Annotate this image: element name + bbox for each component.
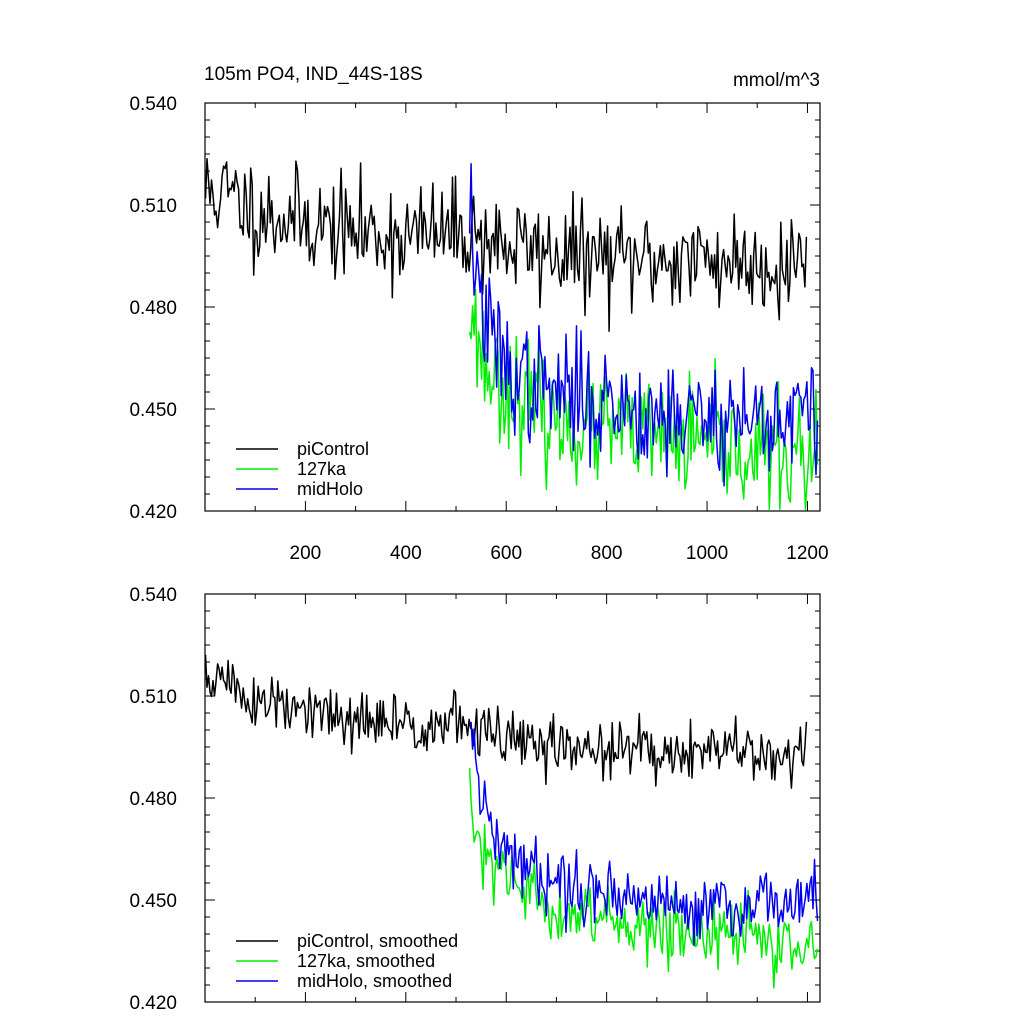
plot-frame [204, 593, 821, 1003]
x-tick-label: 1200 [786, 543, 828, 564]
x-tick-label: 400 [390, 543, 422, 564]
y-tick-label: 0.510 [129, 196, 177, 217]
x-tick-label: 800 [591, 543, 623, 564]
series-layer [204, 157, 819, 511]
series-layer [204, 654, 819, 989]
plot-frame [204, 102, 821, 512]
y-tick-label: 0.510 [129, 687, 177, 708]
series-line-127ka [468, 288, 819, 511]
y-tick-label: 0.480 [129, 789, 177, 810]
units-label: mmol/m^3 [733, 70, 820, 91]
series-line-midholo [468, 162, 819, 487]
legend-label: 127ka [297, 459, 347, 479]
legend-label: 127ka, smoothed [297, 951, 435, 971]
legend-label: piControl [297, 439, 369, 459]
x-tick-label: 600 [490, 543, 522, 564]
series-line-picontrol [204, 654, 808, 789]
y-tick-label: 0.450 [129, 400, 177, 421]
x-tick-labels: 200 400 600 800 1000 1200 [290, 543, 829, 564]
legend-label: piControl, smoothed [297, 931, 458, 951]
series-line-picontrol [204, 157, 808, 332]
series-line-127ka [468, 767, 819, 989]
y-tick-labels: 0.420 0.450 0.480 0.510 0.540 [129, 585, 177, 1014]
y-tick-label: 0.420 [129, 502, 177, 523]
legend-label: midHolo [297, 479, 363, 499]
y-tick-label: 0.450 [129, 891, 177, 912]
x-tick-label: 1000 [686, 543, 728, 564]
y-tick-label: 0.540 [129, 585, 177, 606]
top-panel: 105m PO4, IND_44S-18S mmol/m^3 0.420 0.45… [129, 64, 828, 564]
series-line-midholo [469, 721, 819, 947]
axis-ticks [205, 593, 820, 1003]
bottom-panel: 0.420 0.450 0.480 0.510 0.540 piControl, smo… [129, 585, 821, 1014]
y-tick-label: 0.420 [129, 993, 177, 1014]
x-tick-label: 200 [290, 543, 322, 564]
chart-title: 105m PO4, IND_44S-18S [204, 64, 423, 85]
y-tick-label: 0.540 [129, 94, 177, 115]
y-tick-label: 0.480 [129, 298, 177, 319]
legend-label: midHolo, smoothed [297, 971, 452, 991]
y-tick-labels: 0.420 0.450 0.480 0.510 0.540 [129, 94, 177, 523]
